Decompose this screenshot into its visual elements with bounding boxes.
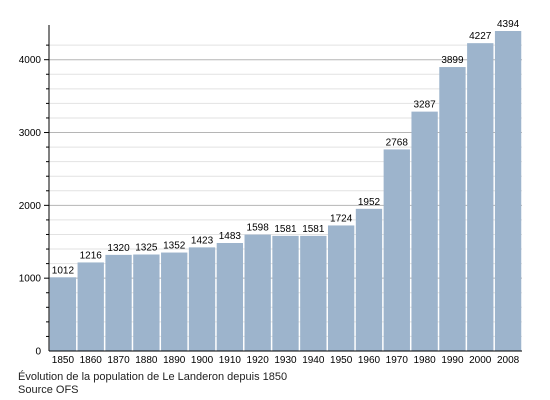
bar-1990 [439,67,466,351]
x-tick-label-1970: 1970 [386,355,409,366]
value-label-1920: 1598 [247,223,270,234]
y-tick-label-4000: 4000 [19,55,42,66]
bar-1860 [77,262,104,351]
chart-source: Source OFS [18,384,79,396]
bar-1930 [272,235,299,351]
x-tick-label-1910: 1910 [219,355,242,366]
x-tick-label-1960: 1960 [358,355,381,366]
value-label-1930: 1581 [274,224,297,235]
x-tick-label-1920: 1920 [247,355,270,366]
value-label-2000: 4227 [469,31,492,42]
x-tick-label-1990: 1990 [441,355,464,366]
x-tick-label-1940: 1940 [302,355,325,366]
value-label-1890: 1352 [163,241,186,252]
chart-caption: Évolution de la population de Le Landero… [18,371,288,383]
value-label-1910: 1483 [219,231,242,242]
bar-1890 [161,252,188,351]
y-tick-label-2000: 2000 [19,201,42,212]
x-tick-label-1900: 1900 [191,355,214,366]
bar-1850 [49,277,77,351]
bar-1900 [188,247,216,351]
x-tick-label-1890: 1890 [163,355,186,366]
value-label-1860: 1216 [80,250,103,261]
bar-1920 [244,234,271,351]
value-label-1850: 1012 [52,265,75,276]
bar-1880 [133,254,160,351]
x-tick-label-1880: 1880 [135,355,158,366]
value-label-1870: 1320 [107,243,130,254]
axis-layer [44,25,522,352]
bar-1960 [355,208,383,351]
value-label-1960: 1952 [358,197,381,208]
y-tick-label-0: 0 [35,347,41,358]
x-tick-label-2008: 2008 [497,355,520,366]
x-tick-label-2000: 2000 [469,355,492,366]
bar-1980 [411,111,438,352]
value-label-1940: 1581 [302,224,325,235]
x-tick-label-1870: 1870 [107,355,130,366]
y-tick-label-3000: 3000 [19,128,42,139]
x-tick-label-1930: 1930 [274,355,297,366]
bar-1970 [383,149,410,351]
bar-1950 [327,225,355,351]
value-label-1950: 1724 [330,213,353,224]
bars-layer [49,31,522,352]
value-label-1900: 1423 [191,235,214,246]
x-tick-label-1860: 1860 [80,355,103,366]
value-label-1990: 3899 [441,55,464,66]
x-tick-label-1950: 1950 [330,355,353,366]
bar-1940 [300,235,327,351]
value-label-1970: 2768 [386,137,409,148]
x-tick-label-1980: 1980 [413,355,436,366]
y-tick-label-1000: 1000 [19,274,42,285]
bar-2000 [467,43,494,351]
bar-1910 [216,242,244,351]
x-tick-label-1850: 1850 [52,355,75,366]
bar-1870 [105,254,132,351]
value-label-2008: 4394 [497,19,520,30]
bar-2008 [494,31,522,351]
value-label-1880: 1325 [135,243,158,254]
value-label-1980: 3287 [413,100,436,111]
labels-layer: 1012 1850 1216 1860 1320 1870 1325 1880 1352 1890… [19,19,520,366]
